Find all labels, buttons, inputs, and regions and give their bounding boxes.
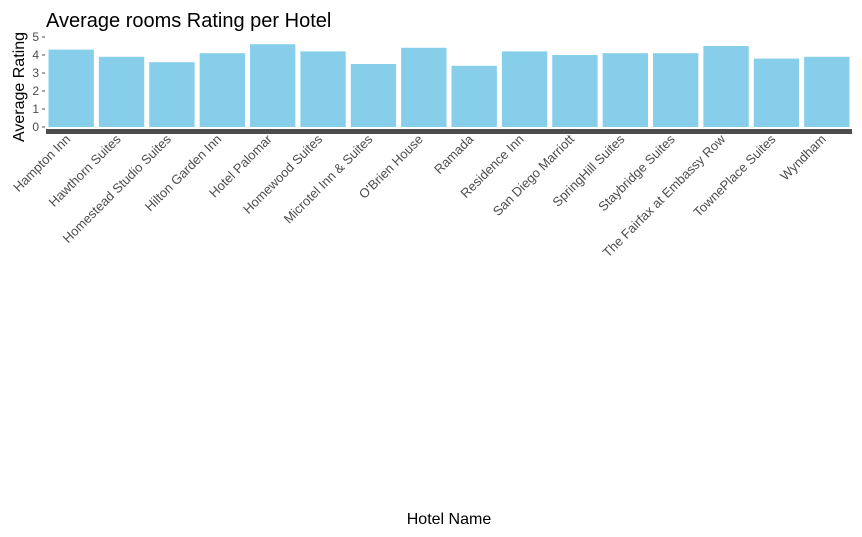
y-tick-label: 0 [32, 120, 39, 134]
y-tick-label: 5 [32, 30, 39, 44]
y-tick-label: 3 [32, 66, 39, 80]
bar [48, 49, 94, 127]
y-axis: 0 1 2 3 4 5 [32, 30, 45, 134]
bar [602, 53, 648, 128]
bar [300, 51, 346, 127]
bar [653, 53, 699, 128]
chart-title: Average rooms Rating per Hotel [46, 10, 331, 32]
bars [48, 44, 850, 128]
bar [804, 56, 850, 127]
bar [753, 58, 800, 127]
bar [199, 53, 245, 128]
y-tick-label: 4 [32, 48, 39, 62]
bar [552, 55, 598, 127]
y-axis-title: Average Rating [11, 32, 28, 142]
x-tick-label: Ramada [431, 131, 477, 177]
x-tick-label: Wyndham [777, 132, 829, 184]
bar [401, 47, 447, 127]
y-tick-label: 1 [32, 102, 39, 116]
bar [350, 64, 397, 127]
y-tick-label: 2 [32, 84, 39, 98]
x-axis-title: Hotel Name [407, 511, 492, 528]
x-axis-tick-band [46, 129, 852, 134]
bar [703, 46, 749, 127]
bar [451, 65, 497, 127]
x-tick-label: Microtel Inn & Suites [281, 131, 376, 226]
bar [501, 51, 548, 127]
bar [149, 62, 195, 128]
bar [250, 44, 296, 128]
bar [98, 56, 145, 127]
